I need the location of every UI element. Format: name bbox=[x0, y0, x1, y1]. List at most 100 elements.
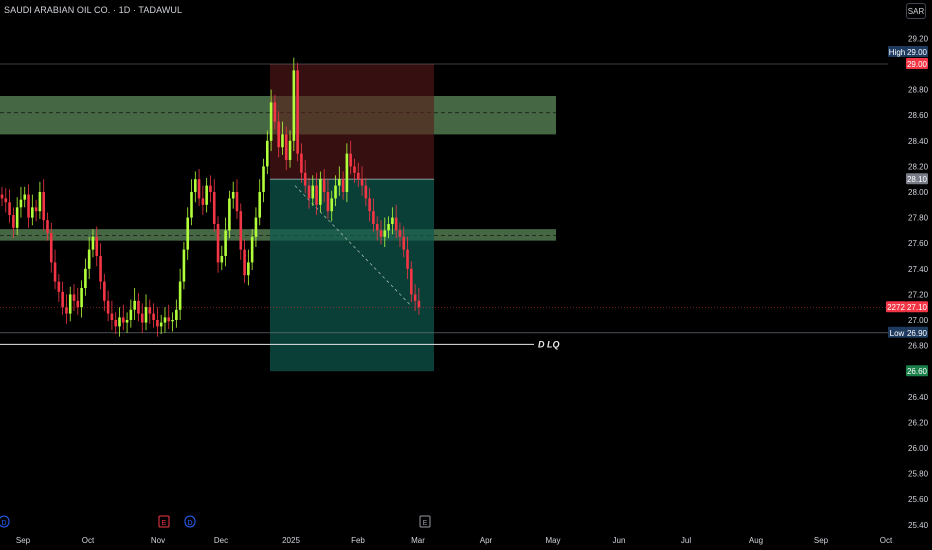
dlq-label: D LQ bbox=[538, 339, 560, 349]
x-tick-label: Sep bbox=[814, 536, 829, 545]
candle bbox=[205, 177, 208, 213]
candle bbox=[349, 140, 352, 175]
y-tick-label: 28.40 bbox=[908, 137, 929, 146]
candle bbox=[114, 312, 117, 335]
candle bbox=[406, 236, 409, 280]
candle bbox=[201, 185, 205, 216]
event-marker: D bbox=[1, 520, 6, 527]
y-tick-label: 27.60 bbox=[908, 239, 929, 248]
candle bbox=[398, 222, 402, 248]
x-tick-label: 2025 bbox=[282, 536, 300, 545]
candle bbox=[87, 236, 91, 280]
candle bbox=[197, 168, 201, 207]
candle bbox=[368, 188, 371, 222]
candle bbox=[68, 286, 72, 322]
candle bbox=[110, 300, 114, 331]
currency-button[interactable]: SAR bbox=[906, 3, 926, 19]
candle bbox=[15, 197, 19, 236]
candle bbox=[46, 212, 49, 241]
candle bbox=[250, 229, 254, 271]
candle bbox=[53, 249, 57, 290]
y-tick-label: 27.20 bbox=[908, 290, 929, 299]
candle bbox=[360, 166, 364, 196]
candle bbox=[182, 241, 186, 290]
last-price-tag-bg bbox=[906, 301, 928, 313]
candle bbox=[326, 179, 330, 219]
candle bbox=[42, 179, 45, 231]
y-tick-label: 26.20 bbox=[908, 418, 929, 427]
candle bbox=[258, 179, 262, 226]
candle bbox=[57, 273, 61, 303]
x-tick-label: Oct bbox=[880, 536, 893, 545]
target-price-tag: 26.60 bbox=[907, 367, 928, 376]
candle bbox=[394, 204, 398, 239]
x-tick-label: Oct bbox=[82, 536, 95, 545]
candle bbox=[121, 304, 125, 331]
event-marker-icon bbox=[419, 515, 431, 528]
candle bbox=[322, 168, 326, 203]
entry-price-tag-bg bbox=[906, 173, 928, 185]
candle bbox=[262, 158, 265, 203]
candle bbox=[27, 184, 30, 228]
candle bbox=[273, 94, 277, 130]
last-price-tag: 27.10 bbox=[907, 303, 928, 312]
candle bbox=[65, 294, 68, 324]
y-tick-label: 25.60 bbox=[908, 495, 929, 504]
low-tag-label-bg bbox=[888, 326, 906, 338]
candle bbox=[95, 226, 99, 267]
candle bbox=[129, 299, 133, 328]
event-marker-icon bbox=[0, 515, 10, 528]
candle bbox=[338, 166, 341, 196]
high-tag-label: High bbox=[889, 48, 905, 57]
candle bbox=[31, 194, 34, 226]
candle bbox=[311, 175, 315, 207]
candle bbox=[167, 304, 171, 329]
candle bbox=[319, 171, 322, 213]
candle bbox=[133, 288, 136, 320]
event-marker: D bbox=[187, 520, 192, 527]
candle bbox=[417, 288, 421, 315]
stop-price-tag-bg bbox=[906, 58, 928, 69]
candle bbox=[277, 111, 280, 158]
candle bbox=[224, 217, 227, 267]
candle bbox=[231, 181, 235, 209]
candle bbox=[216, 216, 220, 273]
candle bbox=[288, 130, 292, 168]
candle bbox=[84, 258, 87, 296]
candle bbox=[144, 294, 148, 331]
x-tick-label: Apr bbox=[480, 536, 493, 545]
y-tick-label: 26.80 bbox=[908, 342, 929, 351]
y-tick-label: 26.40 bbox=[908, 393, 929, 402]
candle bbox=[281, 121, 284, 155]
candle bbox=[254, 207, 258, 248]
low-tag-label: Low bbox=[890, 329, 905, 338]
candle bbox=[307, 177, 311, 209]
y-tick-label: 26.00 bbox=[908, 444, 929, 453]
candle bbox=[8, 189, 11, 223]
candle bbox=[402, 226, 406, 258]
symbol-title: SAUDI ARABIAN OIL CO. · 1D · TADAWUL bbox=[4, 5, 183, 15]
candle bbox=[72, 284, 76, 312]
x-tick-label: May bbox=[545, 536, 560, 545]
candle bbox=[372, 198, 375, 232]
candle bbox=[209, 175, 212, 203]
y-tick-label: 28.80 bbox=[908, 86, 929, 95]
event-marker: E bbox=[423, 520, 428, 527]
candle bbox=[171, 312, 174, 332]
y-tick-label: 28.60 bbox=[908, 111, 929, 120]
candle bbox=[353, 158, 356, 184]
target-price-tag-bg bbox=[906, 365, 928, 377]
y-tick-label: 28.20 bbox=[908, 162, 929, 171]
y-tick-label: 29.20 bbox=[908, 34, 929, 43]
candle bbox=[152, 303, 155, 328]
candle bbox=[330, 190, 334, 222]
candle bbox=[159, 314, 163, 335]
candle bbox=[80, 280, 83, 318]
candle bbox=[91, 229, 95, 258]
candle bbox=[266, 130, 269, 175]
candle bbox=[247, 249, 250, 286]
candle bbox=[118, 307, 121, 337]
candle bbox=[356, 162, 360, 187]
x-tick-label: Feb bbox=[351, 536, 365, 545]
